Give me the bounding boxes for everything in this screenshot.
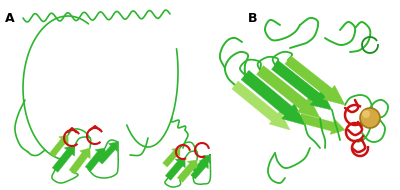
Polygon shape <box>69 148 90 174</box>
Polygon shape <box>241 70 305 125</box>
Polygon shape <box>177 160 197 182</box>
Polygon shape <box>191 160 208 179</box>
Polygon shape <box>232 81 290 130</box>
Polygon shape <box>85 148 105 171</box>
Text: A: A <box>5 12 15 25</box>
Text: B: B <box>248 12 258 25</box>
Circle shape <box>360 108 380 128</box>
Polygon shape <box>98 142 118 164</box>
Polygon shape <box>163 148 180 167</box>
Circle shape <box>362 110 370 118</box>
Polygon shape <box>272 61 332 110</box>
Polygon shape <box>285 56 345 105</box>
Polygon shape <box>165 158 185 180</box>
Polygon shape <box>299 114 345 134</box>
Polygon shape <box>50 135 68 157</box>
Polygon shape <box>193 155 210 174</box>
Polygon shape <box>256 66 320 118</box>
Polygon shape <box>52 145 75 172</box>
